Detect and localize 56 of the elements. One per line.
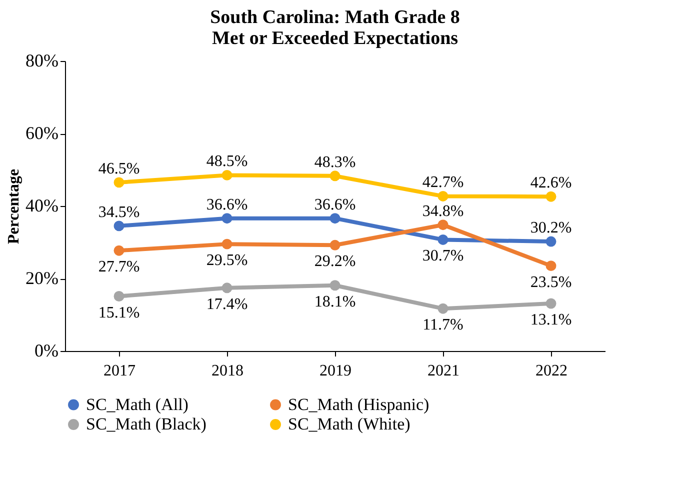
legend-label: SC_Math (All): [86, 394, 188, 414]
point: [330, 170, 340, 182]
y-tick-label: 60%: [26, 123, 58, 143]
data-label: 11.7%: [422, 316, 464, 334]
x-tick-label: 2022: [536, 362, 568, 380]
data-label: 42.7%: [422, 174, 464, 192]
data-label: 27.7%: [98, 258, 140, 276]
point: [438, 190, 448, 202]
data-label: 30.2%: [530, 220, 572, 237]
point: [546, 191, 556, 202]
data-label: 48.3%: [314, 154, 356, 171]
x-tick-label: 2017: [104, 362, 136, 380]
data-label: 36.6%: [206, 196, 248, 214]
point: [546, 236, 556, 247]
point: [330, 240, 340, 250]
data-label: 13.1%: [530, 312, 572, 329]
data-label: 29.5%: [206, 252, 248, 270]
legend-label: SC_Math (Black): [86, 414, 206, 434]
data-label: 34.5%: [98, 204, 140, 221]
chart-title: South Carolina: Math Grade 8 Met or Exceeded Expectations: [210, 7, 460, 49]
data-label: 17.4%: [206, 296, 248, 313]
y-tick-label: 0%: [34, 340, 58, 360]
data-label: 18.1%: [314, 293, 356, 310]
point: [546, 260, 556, 272]
y-tick-label: 80%: [26, 50, 58, 70]
point: [114, 291, 124, 302]
point: [330, 213, 340, 224]
data-label: 42.6%: [530, 174, 572, 192]
x-tick-label: 2021: [428, 362, 460, 380]
point: [222, 282, 232, 294]
point: [222, 170, 232, 180]
legend-label: SC_Math (Hispanic): [288, 394, 430, 414]
point: [330, 280, 340, 291]
y-axis-title: Percentage: [6, 168, 23, 244]
legend-label: SC_Math (White): [288, 414, 410, 434]
data-label: 29.2%: [314, 253, 356, 270]
data-label: 36.6%: [314, 196, 356, 214]
data-label: 23.5%: [530, 274, 572, 291]
point: [438, 303, 448, 314]
point: [438, 234, 448, 245]
point: [546, 298, 556, 309]
y-tick-label: 20%: [26, 268, 58, 288]
point: [114, 245, 124, 256]
data-label: 48.5%: [206, 153, 248, 170]
point: [114, 220, 124, 232]
data-label: 34.8%: [422, 202, 464, 220]
data-label: 30.7%: [422, 248, 464, 265]
point: [438, 220, 448, 230]
x-tick-label: 2018: [212, 362, 244, 380]
data-label: 15.1%: [98, 304, 140, 322]
x-tick-label: 2019: [320, 362, 352, 380]
point: [222, 238, 232, 250]
y-tick-label: 40%: [26, 196, 58, 216]
data-label: 46.5%: [98, 160, 140, 178]
point: [114, 177, 124, 188]
point: [222, 213, 232, 224]
